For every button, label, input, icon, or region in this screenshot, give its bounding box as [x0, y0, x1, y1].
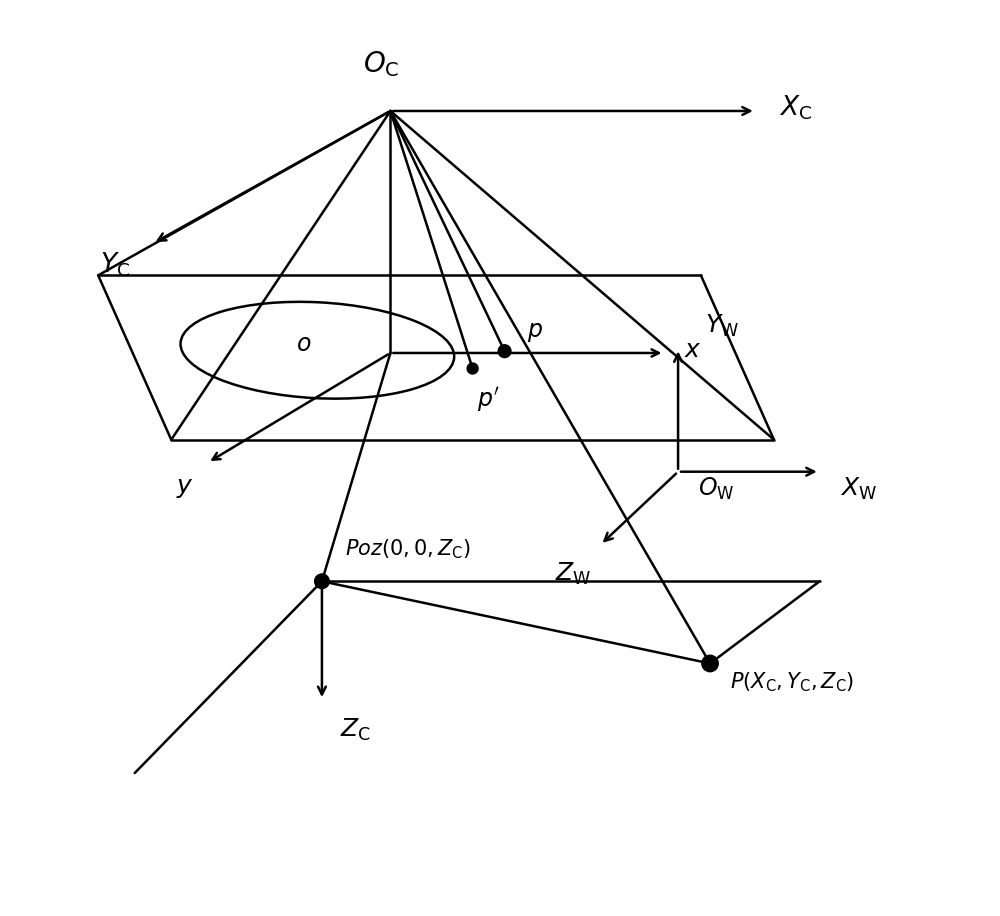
Text: $o$: $o$	[296, 332, 311, 355]
Text: $P(X_\mathrm{C},Y_\mathrm{C},Z_\mathrm{C})$: $P(X_\mathrm{C},Y_\mathrm{C},Z_\mathrm{C…	[730, 671, 854, 694]
Text: $X_\mathrm{C}$: $X_\mathrm{C}$	[779, 94, 812, 123]
Text: $Poz(0,0,Z_\mathrm{C})$: $Poz(0,0,Z_\mathrm{C})$	[345, 538, 471, 562]
Text: $X_\mathrm{W}$: $X_\mathrm{W}$	[840, 476, 877, 503]
Text: $Z_\mathrm{C}$: $Z_\mathrm{C}$	[340, 716, 371, 743]
Text: $O_\mathrm{W}$: $O_\mathrm{W}$	[698, 476, 735, 503]
Text: $p$: $p$	[527, 320, 543, 344]
Circle shape	[315, 574, 329, 589]
Text: $Y_\mathrm{C}$: $Y_\mathrm{C}$	[100, 251, 130, 279]
Text: $y$: $y$	[176, 476, 194, 500]
Text: $x$: $x$	[684, 338, 702, 362]
Circle shape	[498, 344, 511, 357]
Text: $p'$: $p'$	[477, 385, 500, 414]
Circle shape	[467, 363, 478, 374]
Text: $O_\mathrm{C}$: $O_\mathrm{C}$	[363, 49, 399, 79]
Circle shape	[702, 655, 718, 671]
Text: $Y_\mathrm{W}$: $Y_\mathrm{W}$	[705, 313, 739, 339]
Text: $Z_\mathrm{W}$: $Z_\mathrm{W}$	[555, 562, 591, 587]
